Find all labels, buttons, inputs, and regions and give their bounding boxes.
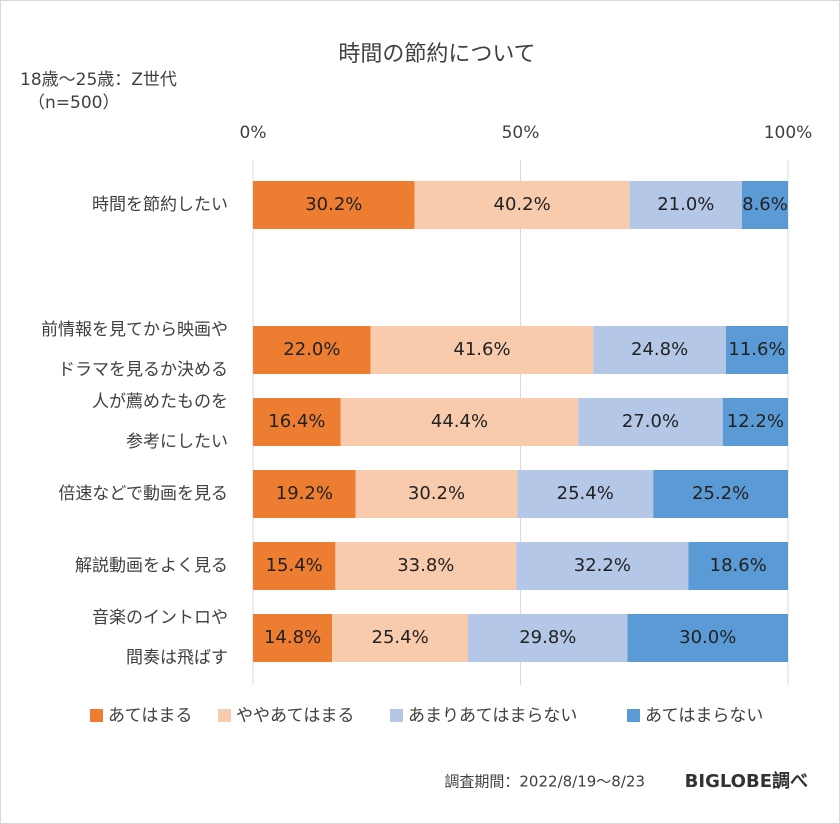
data-label: 25.4% [557,483,614,504]
y-tick-label: 倍速などで動画を見る [58,484,228,504]
bar-segment [253,326,371,374]
bar-segment [340,398,579,446]
data-label: 27.0% [622,411,679,432]
legend-swatch [218,709,231,722]
data-label: 25.2% [692,483,749,504]
bar-segment [253,614,333,662]
data-label: 22.0% [283,339,340,360]
bar-segment [688,542,788,590]
x-tick-label: 50% [502,123,540,143]
bar-segment [741,181,788,229]
bar-segment [578,398,723,446]
bar-segment [253,398,341,446]
data-label: 14.8% [264,627,321,648]
y-tick-label: ドラマを見るか決める [58,360,228,380]
data-label: 30.0% [679,627,736,648]
bar-segment [593,326,726,374]
data-label: 15.4% [266,555,323,576]
bar-segment [253,470,356,518]
bar-segment [725,326,788,374]
legend-label: あてはまる [108,706,192,726]
data-label: 44.4% [431,411,488,432]
data-label: 33.8% [397,555,454,576]
footer-source: BIGLOBE調べ [685,770,808,792]
bar-segment [370,326,594,374]
bar-segment [468,614,628,662]
bar-segment [516,542,689,590]
y-tick-label: 前情報を見てから映画や [41,320,228,340]
bar-segment [253,542,336,590]
data-label: 32.2% [574,555,631,576]
bar-segment [335,542,517,590]
bar-segment [355,470,518,518]
data-label: 40.2% [494,194,551,215]
data-label: 18.6% [710,555,767,576]
legend-swatch [627,709,640,722]
legend-swatch [390,709,403,722]
data-label: 11.6% [728,339,785,360]
data-label: 30.2% [408,483,465,504]
y-tick-label: 音楽のイントロや [92,608,228,628]
legend-label: あまりあてはまらない [408,706,577,726]
footer-period: 調査期間：2022/8/19～8/23 [444,773,645,791]
legend-swatch [90,709,103,722]
bar-segment [253,181,415,229]
y-tick-label: 人が薦めたものを [92,392,228,412]
data-label: 25.4% [372,627,429,648]
chart-title: 時間の節約について [338,42,535,67]
data-label: 24.8% [631,339,688,360]
bar-segment [332,614,469,662]
y-tick-label: 解説動画をよく見る [75,556,228,576]
y-tick-label: 間奏は飛ばす [126,648,228,668]
bar-segment [627,614,788,662]
bar-segment [722,398,788,446]
x-tick-label: 100% [764,123,813,143]
bar-segment [653,470,788,518]
subtitle: （n=500） [28,93,119,113]
data-label: 19.2% [276,483,333,504]
bar-segment [414,181,630,229]
legend-label: ややあてはまる [236,706,354,726]
bar-segment [629,181,742,229]
y-tick-label: 時間を節約したい [92,195,228,215]
subtitle: 18歳～25歳：Z世代 [20,70,177,90]
bar-segment [517,470,654,518]
y-tick-label: 参考にしたい [126,432,228,452]
x-tick-label: 0% [240,123,267,143]
data-label: 29.8% [519,627,576,648]
data-label: 12.2% [727,411,784,432]
data-label: 41.6% [453,339,510,360]
data-label: 8.6% [742,194,788,215]
legend-label: あてはまらない [645,706,763,726]
data-label: 16.4% [268,411,325,432]
data-label: 30.2% [305,194,362,215]
data-label: 21.0% [657,194,714,215]
